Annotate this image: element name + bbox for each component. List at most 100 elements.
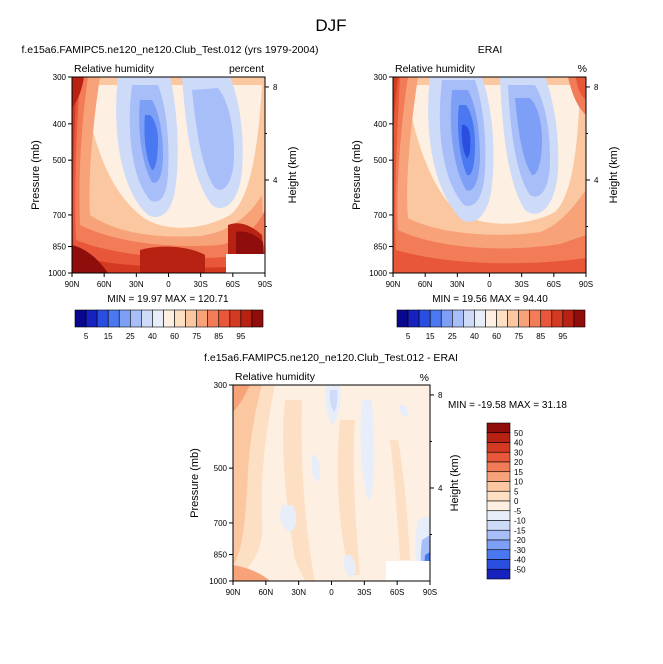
y-right-tick-label: 4 [438,484,443,493]
colorbar-swatch [573,309,586,328]
colorbar-swatch [486,520,511,531]
colorbar-swatch [229,309,242,328]
panel-diff: f.e15a6.FAMIPC5.ne120_ne120.Club_Test.01… [189,352,567,597]
colorbar-label: 50 [514,429,523,438]
y-right-tick-label: 8 [594,83,599,92]
colorbar-swatch [118,309,131,328]
colorbar-swatch [474,309,486,328]
colorbar-label: -10 [514,517,526,526]
y-right-axis-label: Height (km) [287,147,299,204]
colorbar-swatch [540,309,553,328]
contour-fill [144,115,158,170]
contour-fill [72,245,108,273]
contour-field [393,77,586,273]
colorbar-swatch [163,309,175,328]
colorbar-swatch [486,422,511,434]
contour-fill [72,77,265,273]
contour-fill [461,124,471,158]
colorbar-swatch [407,309,420,328]
colorbar-swatch [507,309,519,328]
x-tick-label: 60N [97,280,112,289]
colorbar-label: 40 [470,332,479,341]
colorbar-label: 95 [558,332,567,341]
units-label: % [578,63,587,75]
colorbar-swatch [485,309,497,328]
x-tick-label: 90N [65,280,80,289]
y-right-tick-label: 4 [273,176,278,185]
axes: 90N 60N 30N 0 30S 60S 90S 300 500 700 850 1000 8 4 [209,381,443,597]
colorbar-label: 5 [84,332,89,341]
colorbar-label: 0 [514,497,519,506]
colorbar-swatch [529,309,542,328]
contour-field [72,77,265,273]
colorbar-swatch [107,309,120,328]
colorbar-swatch [152,309,164,328]
colorbar-swatch [486,461,511,473]
contour-field [233,385,430,581]
missing-data-mask [226,254,265,273]
colorbar-label: 10 [514,478,523,487]
colorbar-swatch [518,309,531,328]
y-tick-label: 500 [374,156,388,165]
contour-fill [390,440,410,560]
colorbar-swatch [486,510,511,521]
colorbar-swatch [218,309,231,328]
panel-obs: ERAI Relative humidity % 90N 60N 30N 0 30S 60… [351,44,620,341]
contour-fill [233,385,250,412]
y-tick-label: 400 [53,120,67,129]
colorbar-label: -50 [514,565,526,574]
colorbar-label: 60 [492,332,501,341]
colorbar-label: 25 [126,332,135,341]
x-tick-label: 30N [291,588,306,597]
colorbar-label: 25 [448,332,457,341]
colorbar-label: 30 [514,448,523,457]
y-tick-label: 300 [53,73,67,82]
contour-fill [233,385,262,565]
contour-fill [393,77,586,273]
colorbar-swatch [551,309,564,328]
y-axis-label: Pressure (mb) [189,448,201,518]
contour-fill [515,98,542,176]
colorbar-label: 95 [236,332,245,341]
colorbar-label: 15 [104,332,113,341]
y-tick-label: 300 [214,381,228,390]
contour-fill [360,400,375,500]
y-tick-label: 700 [214,519,228,528]
missing-data-mask [386,561,430,581]
contour-fill [311,455,321,482]
contour-fill [337,420,360,575]
y-right-tick-label: 4 [594,176,599,185]
colorbar-swatch [451,309,464,328]
colorbar-swatch [486,539,511,551]
y-tick-label: 1000 [369,269,387,278]
colorbar-swatch [486,432,511,443]
units-label: % [420,372,429,384]
contour-fill [343,555,356,578]
x-tick-label: 90S [258,280,272,289]
contour-fill [140,246,205,273]
colorbar-swatch [85,309,98,328]
colorbar-swatch [207,309,220,328]
x-tick-label: 90N [226,588,241,597]
y-right-axis-label: Height (km) [449,455,461,512]
x-tick-label: 90S [579,280,593,289]
colorbar-swatch [562,309,575,328]
figure-title: DJF [315,16,346,35]
x-tick-label: 30S [515,280,529,289]
y-right-tick-label: 8 [273,83,278,92]
colorbar-swatch [429,309,442,328]
colorbar-swatch [196,309,209,328]
colorbar-label: 20 [514,458,523,467]
axes: 90N 60N 30N 0 30S 60S 90S 300 400 500 700 850 1000 8 4 [48,73,278,289]
panel-title: f.e15a6.FAMIPC5.ne120_ne120.Club_Test.01… [21,44,318,56]
colorbar-label: 5 [406,332,411,341]
contour-fill [576,77,586,100]
x-tick-label: 90N [386,280,401,289]
colorbar-swatch [486,442,511,453]
min-max-label: MIN = 19.56 MAX = 94.40 [432,294,548,305]
contour-fill [393,77,586,273]
colorbar-swatch [74,309,87,328]
contour-fill [280,505,297,532]
colorbar-label: -20 [514,536,526,545]
